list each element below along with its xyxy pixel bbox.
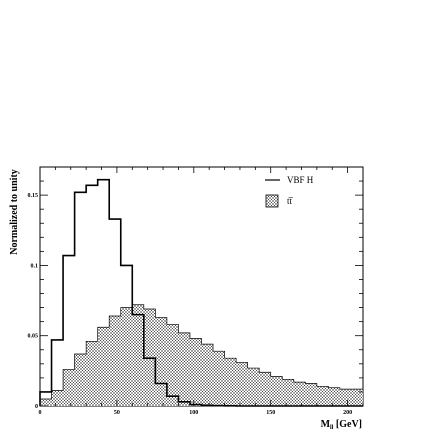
tt-bar (166, 324, 179, 406)
x-tick-label: 0 (39, 410, 42, 416)
tt-bars (39, 304, 363, 406)
tt-bar (178, 332, 190, 406)
tt-bar (63, 369, 75, 406)
tt-bar (74, 353, 87, 406)
tt-bar (293, 382, 306, 406)
tt-bar (120, 307, 133, 406)
tt-bar (213, 351, 225, 406)
tt-bar (236, 362, 248, 406)
legend-vbf-label: VBF H (287, 175, 314, 185)
tt-bar (351, 389, 363, 406)
tt-bar (316, 386, 329, 406)
legend: VBF H tt̅ (265, 175, 314, 208)
legend-tt-label: tt̅ (287, 196, 294, 206)
tt-bar (109, 316, 121, 406)
tt-bar (97, 327, 110, 406)
tt-bar (224, 358, 237, 406)
tt-bar (201, 344, 214, 406)
tt-bar (247, 368, 260, 406)
y-tick-label: 0 (35, 404, 38, 410)
tt-bar (328, 387, 340, 406)
tt-bar (86, 341, 98, 406)
y-axis-title: Normalized to unity (9, 169, 20, 255)
legend-tt-swatch (265, 194, 279, 208)
x-axis-title: Mll [GeV] (321, 419, 362, 431)
x-tick-label: 50 (114, 410, 120, 416)
vbf-line-group (39, 178, 363, 407)
tt-bar (339, 389, 352, 406)
x-tick-label: 150 (266, 410, 275, 416)
x-tick-label: 100 (189, 410, 198, 416)
tt-outline (39, 304, 363, 406)
tt-bar (51, 390, 64, 406)
y-tick-label: 0.05 (28, 334, 39, 340)
y-tick-label: 0.15 (28, 193, 39, 199)
y-tick-label: 0.1 (31, 263, 39, 269)
x-tick-label: 200 (343, 410, 352, 416)
tt-bar (282, 379, 294, 406)
tt-bar (305, 383, 317, 406)
vbf-line (39, 178, 363, 407)
tt-bar (259, 372, 271, 406)
x-axis-title-sub: ll (330, 425, 334, 431)
x-axis-title-unit: [GeV] (333, 419, 362, 430)
tt-bar (155, 317, 167, 406)
axis-ticks: 0 50 100 150 200 0 0.05 0.1 0.15 (28, 167, 364, 416)
tt-bar (270, 376, 283, 406)
x-axis-title-main: M (321, 419, 331, 430)
tt-bar (189, 338, 202, 406)
tt-bar (132, 304, 144, 406)
tt-bar (40, 398, 52, 406)
